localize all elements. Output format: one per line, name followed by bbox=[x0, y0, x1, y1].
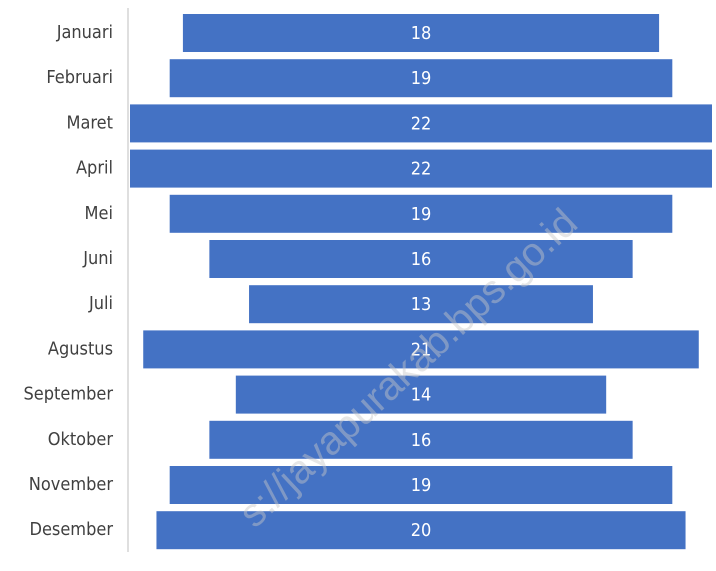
bar bbox=[182, 14, 660, 52]
bar bbox=[143, 330, 699, 369]
category-label: Januari bbox=[56, 22, 113, 43]
value-label: 13 bbox=[411, 294, 432, 315]
category-label: Agustus bbox=[48, 338, 113, 359]
category-label: Februari bbox=[46, 67, 113, 88]
value-label: 22 bbox=[411, 159, 432, 180]
bar bbox=[156, 511, 686, 550]
category-label: Oktober bbox=[48, 429, 114, 450]
bar bbox=[130, 104, 712, 143]
value-label: 19 bbox=[411, 204, 432, 225]
bar bbox=[209, 240, 633, 278]
category-label: April bbox=[76, 158, 113, 179]
category-label: November bbox=[29, 474, 114, 495]
bar bbox=[130, 149, 712, 188]
bar bbox=[235, 375, 607, 414]
value-label: 16 bbox=[411, 249, 432, 270]
bar bbox=[249, 285, 593, 324]
category-label: Juni bbox=[82, 248, 113, 269]
value-label: 19 bbox=[411, 68, 432, 89]
category-label: Maret bbox=[67, 112, 113, 133]
value-label: 18 bbox=[411, 23, 432, 44]
category-label: Mei bbox=[85, 203, 113, 224]
bar bbox=[169, 466, 673, 504]
category-label: September bbox=[23, 384, 113, 405]
bar bbox=[209, 420, 633, 459]
bar bbox=[169, 59, 673, 98]
category-label: Desember bbox=[29, 519, 113, 540]
value-label: 22 bbox=[411, 113, 432, 134]
value-label: 14 bbox=[411, 385, 432, 406]
value-label: 21 bbox=[411, 339, 432, 360]
value-label: 20 bbox=[411, 520, 432, 541]
category-label: Juli bbox=[88, 293, 113, 314]
bar bbox=[169, 194, 673, 233]
value-label: 16 bbox=[411, 430, 432, 451]
value-label: 19 bbox=[411, 475, 432, 496]
